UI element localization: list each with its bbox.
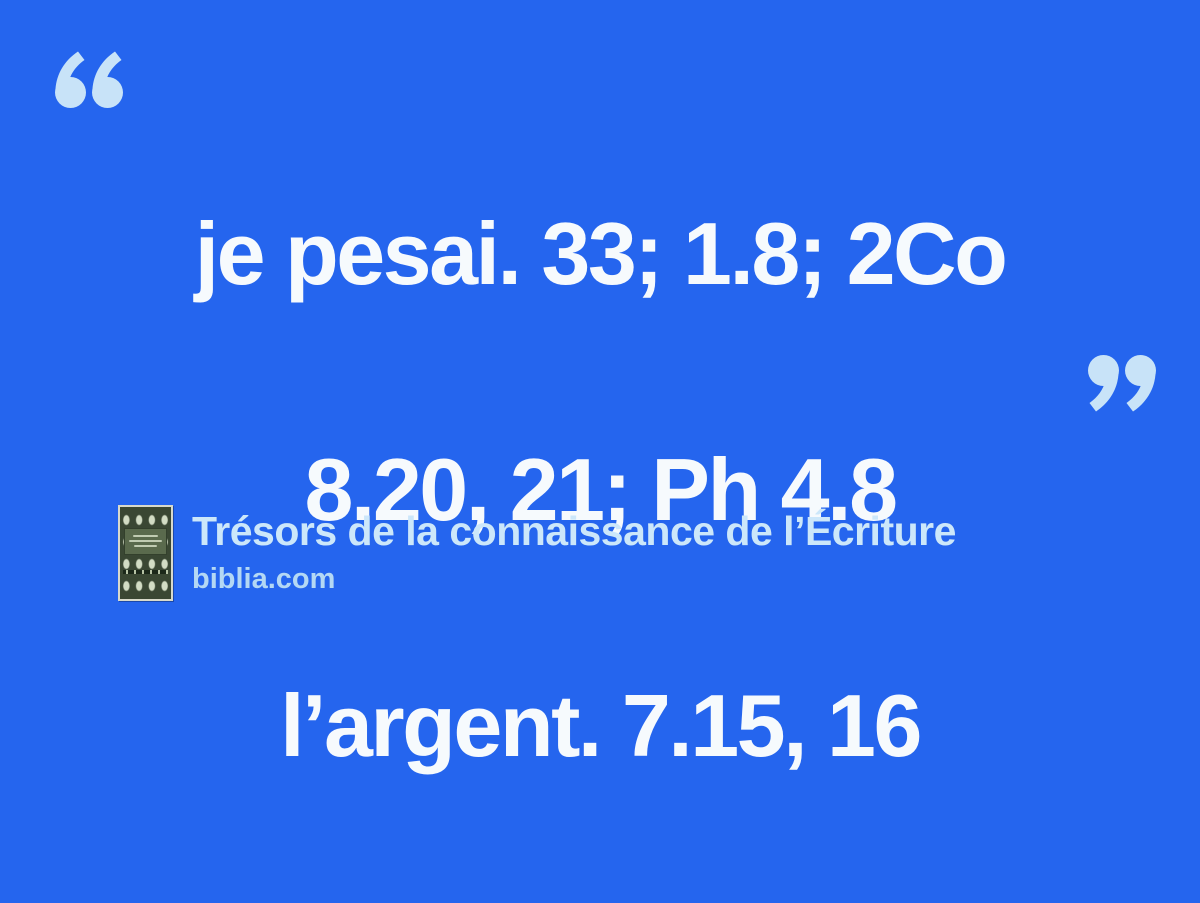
source-text-block: Trésors de la connaissance de l’Écriture… <box>192 509 956 596</box>
quote-text-block: je pesai. 33; 1.8; 2Co 8.20, 21; Ph 4.8 … <box>0 77 1200 903</box>
source-site-url: biblia.com <box>192 563 336 595</box>
quote-line: je pesai. 33; 1.8; 2Co <box>194 204 1008 303</box>
quote-line: 8.20, 21; Ph 4.8 <box>304 440 898 539</box>
book-ornament-band <box>123 570 168 575</box>
book-cover-art <box>120 507 171 599</box>
quote-line: l’argent. 7.15, 16 <box>280 676 922 775</box>
book-title-panel <box>124 528 167 555</box>
source-title: Trésors de la connaissance de l’Écriture <box>192 508 956 554</box>
close-quote-icon <box>1087 355 1157 413</box>
open-quote-icon <box>54 50 124 108</box>
quote-share-card: je pesai. 33; 1.8; 2Co 8.20, 21; Ph 4.8 … <box>54 50 1157 775</box>
book-cover-thumbnail <box>118 505 173 601</box>
